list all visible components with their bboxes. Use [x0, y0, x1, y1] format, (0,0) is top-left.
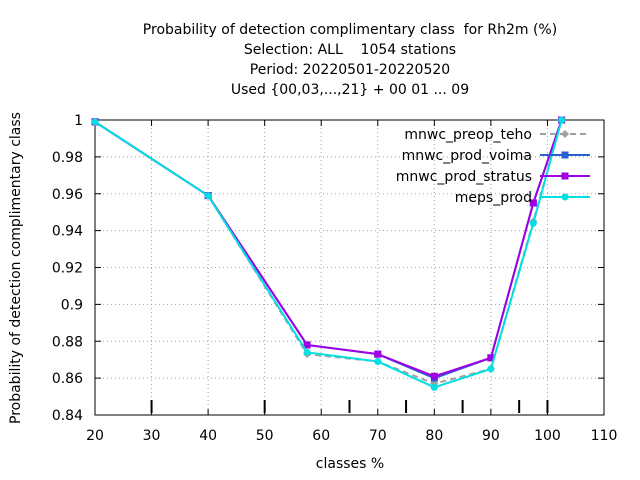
chart-title-line-1: Probability of detection complimentary c…	[142, 22, 558, 38]
data-point	[204, 192, 212, 200]
data-point	[91, 118, 99, 126]
legend-label: mnwc_prod_stratus	[396, 169, 532, 185]
y-tick-label: 0.94	[52, 224, 83, 240]
x-tick-label: 80	[425, 428, 443, 444]
x-tick-label: 40	[199, 428, 217, 444]
y-tick-label: 1	[74, 113, 83, 129]
data-point	[561, 130, 569, 138]
series-line	[94, 119, 563, 389]
x-tick-label: 70	[369, 428, 387, 444]
y-tick-label: 0.98	[52, 150, 83, 166]
x-tick-label: 100	[534, 428, 561, 444]
y-tick-label: 0.88	[52, 334, 83, 350]
y-tick-label: 0.92	[52, 261, 83, 277]
data-point	[430, 383, 438, 391]
data-point	[374, 358, 382, 366]
legend-label: mnwc_preop_teho	[404, 127, 532, 143]
y-tick-label: 0.84	[52, 408, 83, 424]
y-tick-label: 0.9	[61, 297, 83, 313]
legend-label: mnwc_prod_voima	[402, 148, 532, 164]
y-tick-label: 0.96	[52, 187, 83, 203]
x-axis-label: classes %	[315, 456, 385, 472]
data-point	[558, 116, 566, 124]
legend-label: meps_prod	[455, 190, 532, 206]
chart-title-line-2: Selection: ALL 1054 stations	[243, 42, 457, 58]
data-point	[430, 372, 438, 380]
x-tick-label: 50	[256, 428, 274, 444]
data-point	[374, 350, 382, 358]
data-point	[561, 172, 569, 180]
data-point	[303, 348, 311, 356]
data-point	[303, 341, 311, 349]
x-tick-label: 30	[143, 428, 161, 444]
chart-title-line-4: Used {00,03,...,21} + 00 01 ... 09	[230, 82, 470, 98]
series-meps_prod	[91, 116, 566, 391]
x-tick-label: 110	[591, 428, 618, 444]
chart-title-line-3: Period: 20220501-20220520	[249, 62, 451, 78]
x-tick-label: 60	[312, 428, 330, 444]
y-tick-label: 0.86	[52, 371, 83, 387]
x-tick-label: 20	[86, 428, 104, 444]
x-tick-label: 90	[482, 428, 500, 444]
legend: mnwc_preop_teho mnwc_prod_voima mnwc_prod_…	[396, 127, 590, 206]
data-point	[487, 365, 495, 373]
data-point	[529, 219, 537, 227]
data-point	[561, 151, 569, 159]
data-point	[487, 354, 495, 362]
data-point	[561, 193, 569, 201]
data-point	[529, 199, 537, 207]
